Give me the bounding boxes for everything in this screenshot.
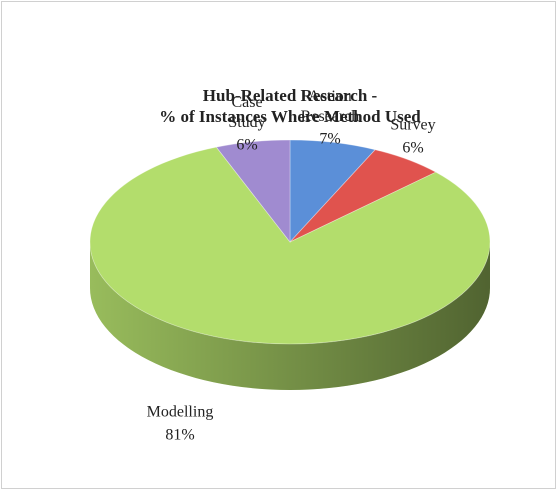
data-label-value: 7% bbox=[319, 131, 340, 148]
data-label-value: 81% bbox=[165, 427, 194, 444]
data-label-line: Research bbox=[301, 108, 360, 125]
data-label-value: 6% bbox=[402, 140, 423, 157]
data-label: Case Study bbox=[228, 94, 265, 131]
data-label-line: Study bbox=[228, 114, 265, 131]
data-label: Survey bbox=[390, 117, 435, 134]
pie-slice bbox=[289, 139, 376, 244]
data-label: Action Research bbox=[301, 88, 360, 125]
data-label: Modelling bbox=[147, 404, 214, 421]
data-label-line: Case bbox=[231, 94, 262, 111]
data-label-line: Action bbox=[308, 88, 352, 105]
pie-slice bbox=[289, 149, 437, 243]
pie-side-shade bbox=[90, 242, 490, 390]
pie-slice bbox=[89, 146, 491, 345]
chart-title: % of Instances Where Method Used bbox=[159, 107, 421, 126]
pie-slice bbox=[215, 139, 291, 244]
data-label-value: 6% bbox=[236, 137, 257, 154]
chart-title: Hub-Related Research - bbox=[203, 86, 378, 105]
